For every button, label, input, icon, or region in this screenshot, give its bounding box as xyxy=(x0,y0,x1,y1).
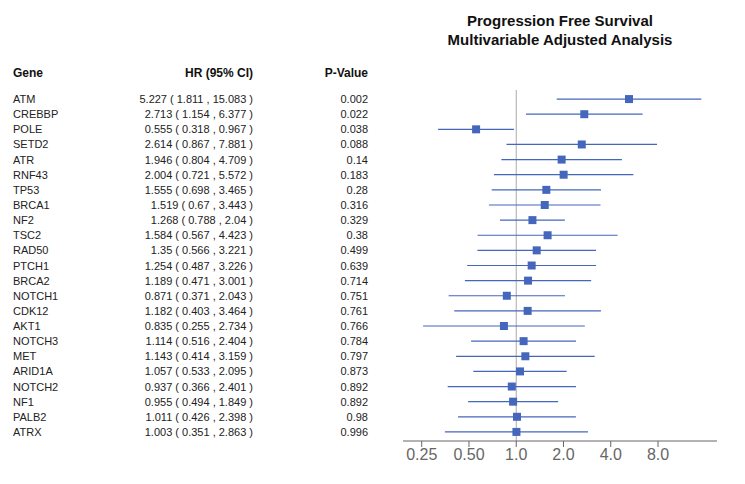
svg-text:0.761: 0.761 xyxy=(340,305,368,317)
svg-text:0.98: 0.98 xyxy=(347,411,368,423)
svg-text:0.955 ( 0.494 , 1.849 ): 0.955 ( 0.494 , 1.849 ) xyxy=(145,396,253,408)
svg-text:8.0: 8.0 xyxy=(647,446,669,463)
svg-text:0.183: 0.183 xyxy=(340,169,368,181)
svg-text:BRCA1: BRCA1 xyxy=(13,199,50,211)
svg-text:1.555 ( 0.698 , 3.465 ): 1.555 ( 0.698 , 3.465 ) xyxy=(145,184,253,196)
svg-text:RAD50: RAD50 xyxy=(13,244,48,256)
svg-text:NF1: NF1 xyxy=(13,396,34,408)
svg-text:0.002: 0.002 xyxy=(340,93,368,105)
svg-text:NOTCH3: NOTCH3 xyxy=(13,335,58,347)
svg-text:0.022: 0.022 xyxy=(340,108,368,120)
html-text:P-Value: P-Value xyxy=(324,66,368,80)
svg-text:1.182 ( 0.403 , 3.464 ): 1.182 ( 0.403 , 3.464 ) xyxy=(145,305,253,317)
svg-text:0.38: 0.38 xyxy=(347,229,368,241)
svg-text:0.316: 0.316 xyxy=(340,199,368,211)
svg-text:1.0: 1.0 xyxy=(505,446,527,463)
svg-text:PTCH1: PTCH1 xyxy=(13,260,49,272)
svg-text:0.28: 0.28 xyxy=(347,184,368,196)
svg-text:0.25: 0.25 xyxy=(406,446,437,463)
svg-text:1.584 ( 0.567 , 4.423 ): 1.584 ( 0.567 , 4.423 ) xyxy=(145,229,253,241)
svg-text:AKT1: AKT1 xyxy=(13,320,41,332)
svg-text:0.088: 0.088 xyxy=(340,138,368,150)
svg-text:2.004 ( 0.721 , 5.572 ): 2.004 ( 0.721 , 5.572 ) xyxy=(145,169,253,181)
svg-text:NF2: NF2 xyxy=(13,214,34,226)
svg-text:2.713 ( 1.154 , 6.377 ): 2.713 ( 1.154 , 6.377 ) xyxy=(145,108,253,120)
svg-text:1.057 ( 0.533 , 2.095 ): 1.057 ( 0.533 , 2.095 ) xyxy=(145,365,253,377)
svg-text:1.143 ( 0.414 , 3.159 ): 1.143 ( 0.414 , 3.159 ) xyxy=(145,350,253,362)
svg-text:0.555 ( 0.318 , 0.967 ): 0.555 ( 0.318 , 0.967 ) xyxy=(145,123,253,135)
svg-text:0.784: 0.784 xyxy=(340,335,368,347)
svg-text:0.329: 0.329 xyxy=(340,214,368,226)
svg-text:1.189 ( 0.471 , 3.001 ): 1.189 ( 0.471 , 3.001 ) xyxy=(145,275,253,287)
svg-text:2.0: 2.0 xyxy=(552,446,574,463)
svg-text:0.871 ( 0.371 , 2.043 ): 0.871 ( 0.371 , 2.043 ) xyxy=(145,290,253,302)
svg-text:1.946 ( 0.804 , 4.709 ): 1.946 ( 0.804 , 4.709 ) xyxy=(145,154,253,166)
html-text:Gene: Gene xyxy=(13,66,43,80)
svg-text:2.614 ( 0.867 , 7.881 ): 2.614 ( 0.867 , 7.881 ) xyxy=(145,138,253,150)
svg-text:0.14: 0.14 xyxy=(347,154,368,166)
svg-text:0.751: 0.751 xyxy=(340,290,368,302)
svg-text:PALB2: PALB2 xyxy=(13,411,46,423)
html-text:Progression Free Survival: Progression Free Survival xyxy=(467,12,653,29)
svg-text:5.227 ( 1.811 , 15.083 ): 5.227 ( 1.811 , 15.083 ) xyxy=(139,93,253,105)
svg-text:CREBBP: CREBBP xyxy=(13,108,58,120)
svg-text:ARID1A: ARID1A xyxy=(13,365,53,377)
svg-text:NOTCH2: NOTCH2 xyxy=(13,381,58,393)
svg-text:0.50: 0.50 xyxy=(453,446,484,463)
svg-text:NOTCH1: NOTCH1 xyxy=(13,290,58,302)
html-text:HR (95% CI): HR (95% CI) xyxy=(185,66,253,80)
svg-text:BRCA2: BRCA2 xyxy=(13,275,50,287)
svg-text:1.254 ( 0.487 , 3.226 ): 1.254 ( 0.487 , 3.226 ) xyxy=(145,260,253,272)
svg-text:0.714: 0.714 xyxy=(340,275,368,287)
svg-text:ATRX: ATRX xyxy=(13,426,42,438)
svg-text:0.639: 0.639 xyxy=(340,260,368,272)
svg-text:0.873: 0.873 xyxy=(340,365,368,377)
svg-text:1.268 ( 0.788 , 2.04 ): 1.268 ( 0.788 , 2.04 ) xyxy=(151,214,253,226)
svg-text:TP53: TP53 xyxy=(13,184,39,196)
svg-text:4.0: 4.0 xyxy=(600,446,622,463)
svg-text:1.011 ( 0.426 , 2.398 ): 1.011 ( 0.426 , 2.398 ) xyxy=(146,411,253,423)
svg-text:1.114 ( 0.516 , 2.404 ): 1.114 ( 0.516 , 2.404 ) xyxy=(146,335,253,347)
svg-text:0.996: 0.996 xyxy=(340,426,368,438)
svg-text:POLE: POLE xyxy=(13,123,42,135)
svg-text:1.35 ( 0.566 , 3.221 ): 1.35 ( 0.566 , 3.221 ) xyxy=(151,244,253,256)
svg-text:0.797: 0.797 xyxy=(340,350,368,362)
svg-text:1.003 ( 0.351 , 2.863 ): 1.003 ( 0.351 , 2.863 ) xyxy=(145,426,253,438)
svg-text:0.766: 0.766 xyxy=(340,320,368,332)
svg-text:0.499: 0.499 xyxy=(340,244,368,256)
svg-text:0.892: 0.892 xyxy=(340,381,368,393)
svg-text:0.835 ( 0.255 , 2.734 ): 0.835 ( 0.255 , 2.734 ) xyxy=(145,320,253,332)
svg-text:0.892: 0.892 xyxy=(340,396,368,408)
svg-text:SETD2: SETD2 xyxy=(13,138,48,150)
html-text:Multivariable Adjusted Analysi: Multivariable Adjusted Analysis xyxy=(447,31,673,48)
svg-text:0.937 ( 0.366 , 2.401 ): 0.937 ( 0.366 , 2.401 ) xyxy=(145,381,253,393)
svg-text:RNF43: RNF43 xyxy=(13,169,48,181)
svg-text:ATM: ATM xyxy=(13,93,35,105)
svg-text:TSC2: TSC2 xyxy=(13,229,41,241)
svg-text:1.519 ( 0.67 , 3.443 ): 1.519 ( 0.67 , 3.443 ) xyxy=(151,199,253,211)
svg-text:MET: MET xyxy=(13,350,37,362)
svg-text:CDK12: CDK12 xyxy=(13,305,48,317)
svg-text:ATR: ATR xyxy=(13,154,34,166)
svg-text:0.038: 0.038 xyxy=(340,123,368,135)
